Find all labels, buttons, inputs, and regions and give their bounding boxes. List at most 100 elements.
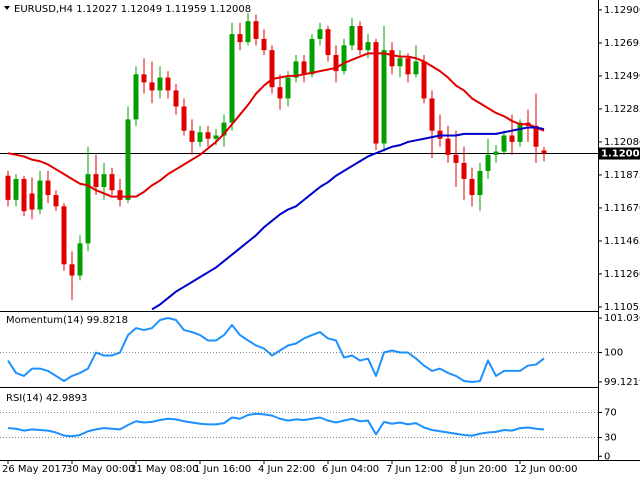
candle-body (149, 82, 155, 91)
candle-body (349, 26, 355, 46)
candle-body (469, 178, 475, 196)
candle-body (293, 61, 299, 78)
candle-body (533, 125, 539, 147)
candle-body (269, 50, 275, 88)
moving-average-line (7, 52, 545, 198)
candle-body (413, 61, 419, 75)
candle-body (181, 106, 187, 131)
candle-body (245, 21, 251, 43)
candle-body (509, 135, 515, 142)
y-tick-label: 1.11670 (604, 203, 640, 214)
candle-body (493, 151, 499, 155)
candle-body (173, 90, 179, 107)
candle-body (517, 122, 523, 142)
y-tick-label: 1.12080 (604, 137, 640, 148)
y-tick-label: 0 (604, 451, 610, 462)
candle-body (45, 180, 51, 196)
candle-body (285, 77, 291, 99)
candle-body (501, 135, 507, 152)
candle-body (405, 58, 411, 75)
indicator-line (7, 412, 545, 438)
candle-body (301, 61, 307, 75)
candle-body (429, 98, 435, 131)
moving-average-line (151, 126, 545, 311)
y-tick-label: 99.1219 (604, 377, 640, 388)
candle-body (165, 77, 171, 91)
candle-body (229, 34, 235, 123)
candle-body (541, 150, 547, 154)
rsi-title: RSI(14) 42.9893 (6, 393, 87, 404)
x-tick-label: 30 May 00:00 (66, 464, 135, 475)
candle-body (61, 206, 67, 265)
candle-body (213, 135, 219, 139)
candle-body (357, 26, 363, 51)
candle-body (77, 243, 83, 276)
x-tick-label: 26 May 2017 (2, 464, 67, 475)
chart-title: EURUSD,H4 1.12027 1.12049 1.11959 1.1200… (14, 4, 251, 15)
candle-body (461, 162, 467, 179)
candle-body (189, 130, 195, 142)
candle-body (125, 119, 131, 200)
candle-body (141, 74, 147, 83)
momentum-title: Momentum(14) 99.8218 (6, 315, 128, 326)
y-tick-label: 1.11875 (604, 170, 640, 181)
candle-body (341, 45, 347, 72)
candle-body (37, 180, 43, 210)
x-tick-label: 7 Jun 12:00 (386, 464, 443, 475)
candle-body (389, 50, 395, 67)
y-tick-label: 1.12900 (604, 5, 640, 16)
candle-body (397, 58, 403, 67)
y-tick-label: 1.11055 (604, 302, 640, 313)
candle-body (133, 74, 139, 120)
candle-body (373, 42, 379, 144)
candle-body (261, 38, 267, 51)
y-tick-label: 1.12490 (604, 71, 640, 82)
x-tick-label: 12 Jun 00:00 (514, 464, 578, 475)
frame (0, 0, 640, 461)
y-tick-label: 100 (604, 348, 623, 359)
y-tick-label: 30 (604, 433, 617, 444)
candle-body (477, 170, 483, 196)
candle-body (93, 174, 99, 188)
x-tick-label: 6 Jun 04:00 (322, 464, 379, 475)
y-tick-label: 101.0303 (604, 313, 640, 324)
candle-body (13, 178, 19, 200)
candle-body (101, 174, 107, 188)
candle-body (197, 132, 203, 142)
symbol-icon (4, 6, 10, 10)
y-tick-label: 1.12695 (604, 38, 640, 49)
candle-body (309, 38, 315, 75)
candle-body (109, 174, 115, 191)
y-tick-label: 1.11465 (604, 236, 640, 247)
candle-body (253, 21, 259, 39)
candle-body (317, 29, 323, 39)
candle-body (53, 195, 59, 207)
candle-body (157, 77, 163, 91)
x-tick-label: 8 Jun 20:00 (450, 464, 507, 475)
x-tick-label: 1 Jun 16:00 (194, 464, 251, 475)
candle-body (21, 178, 27, 212)
candle-body (333, 54, 339, 72)
candle-body (445, 138, 451, 155)
last-price-label: 1.12008 (601, 149, 640, 160)
candle-body (5, 175, 11, 200)
y-tick-label: 70 (604, 408, 617, 419)
indicator-line (7, 317, 545, 383)
candle-body (69, 264, 75, 276)
candle-body (365, 42, 371, 51)
last-price-box (599, 147, 640, 160)
candle-body (237, 34, 243, 43)
candle-body (485, 154, 491, 171)
candle-body (277, 87, 283, 99)
y-tick-label: 1.11260 (604, 269, 640, 280)
x-tick-label: 31 May 08:00 (130, 464, 199, 475)
candle-body (381, 50, 387, 144)
candle-body (221, 122, 227, 136)
candle-body (453, 154, 459, 163)
x-tick-label: 4 Jun 22:00 (258, 464, 315, 475)
candle-body (421, 61, 427, 99)
candle-body (325, 29, 331, 55)
y-tick-label: 1.12285 (604, 104, 640, 115)
